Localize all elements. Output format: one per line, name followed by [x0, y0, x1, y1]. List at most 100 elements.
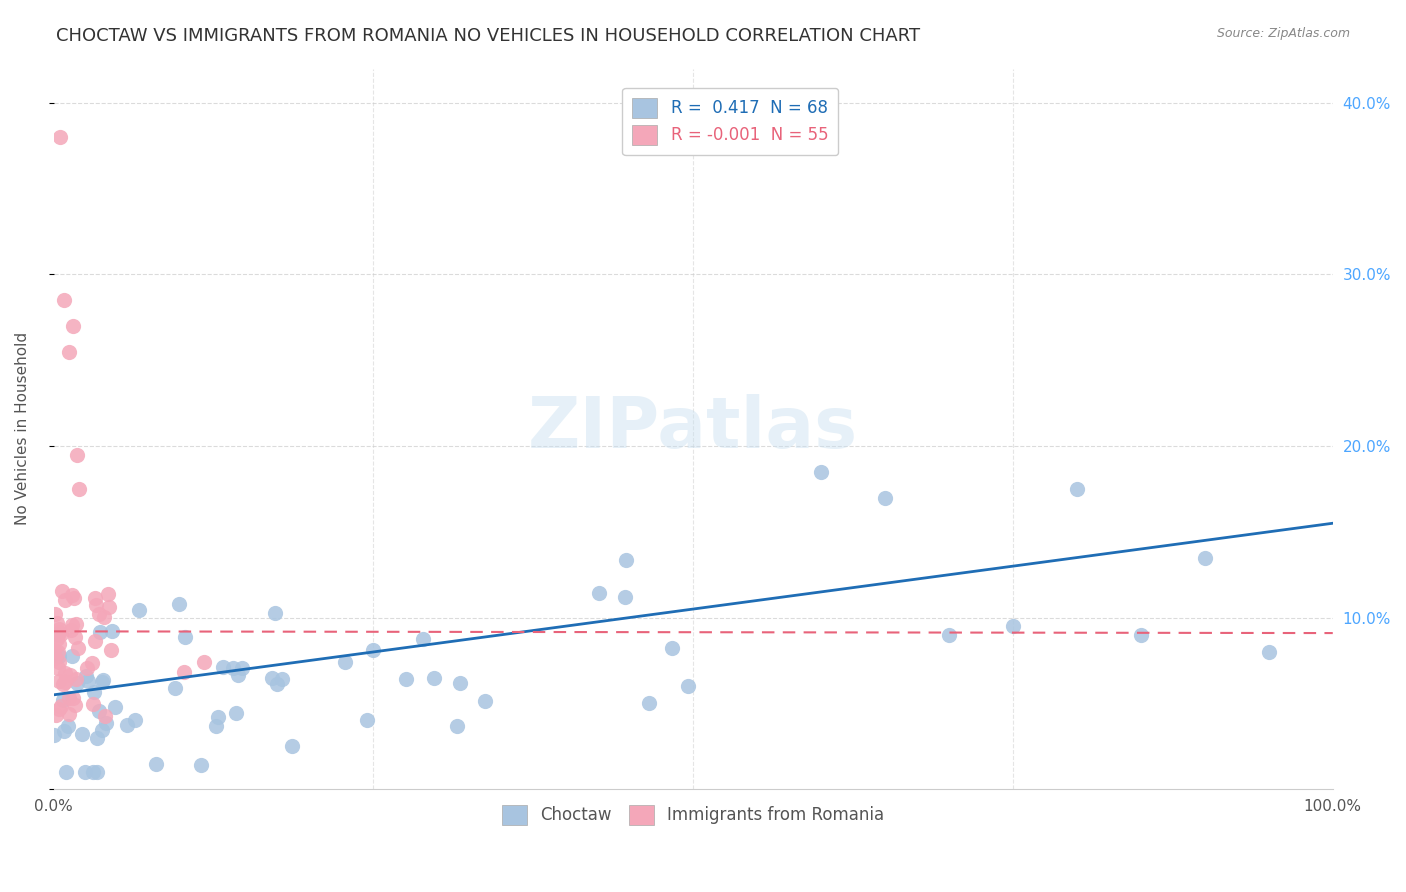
- Point: [356, 713, 378, 727]
- Point: [395, 673, 418, 687]
- Point: [84, 599, 107, 613]
- Point: [84, 591, 107, 606]
- Point: [86, 765, 108, 780]
- Point: [165, 681, 187, 695]
- Point: [93, 610, 115, 624]
- Point: [207, 710, 229, 724]
- Point: [53, 593, 76, 607]
- Text: CHOCTAW VS IMMIGRANTS FROM ROMANIA NO VEHICLES IN HOUSEHOLD CORRELATION CHART: CHOCTAW VS IMMIGRANTS FROM ROMANIA NO VE…: [56, 27, 921, 45]
- Point: [361, 642, 384, 657]
- Point: [613, 590, 636, 604]
- Point: [446, 719, 468, 733]
- Point: [53, 666, 76, 681]
- Point: [49, 627, 72, 641]
- Point: [678, 679, 700, 693]
- Point: [91, 673, 114, 687]
- Point: [281, 739, 304, 754]
- Point: [52, 293, 75, 308]
- Point: [46, 628, 69, 642]
- Point: [89, 625, 111, 640]
- Point: [62, 318, 84, 333]
- Point: [262, 672, 284, 686]
- Point: [100, 643, 122, 657]
- Point: [90, 674, 112, 689]
- Point: [49, 130, 72, 145]
- Point: [222, 661, 245, 675]
- Point: [1066, 482, 1088, 496]
- Point: [44, 650, 66, 665]
- Point: [873, 491, 896, 505]
- Point: [103, 700, 125, 714]
- Point: [82, 656, 104, 670]
- Point: [48, 655, 70, 669]
- Point: [1129, 628, 1152, 642]
- Point: [58, 706, 80, 721]
- Point: [474, 694, 496, 708]
- Point: [89, 607, 111, 622]
- Y-axis label: No Vehicles in Household: No Vehicles in Household: [15, 333, 30, 525]
- Point: [66, 448, 89, 462]
- Point: [44, 607, 66, 621]
- Point: [1194, 550, 1216, 565]
- Point: [58, 690, 80, 705]
- Legend: Choctaw, Immigrants from Romania: Choctaw, Immigrants from Romania: [492, 795, 894, 835]
- Point: [53, 724, 76, 739]
- Point: [60, 648, 83, 663]
- Point: [48, 702, 70, 716]
- Point: [84, 633, 107, 648]
- Point: [588, 586, 610, 600]
- Point: [225, 706, 247, 720]
- Point: [174, 631, 197, 645]
- Text: ZIPatlas: ZIPatlas: [529, 394, 858, 463]
- Point: [661, 641, 683, 656]
- Point: [62, 588, 84, 602]
- Point: [82, 697, 104, 711]
- Point: [53, 674, 76, 689]
- Point: [412, 632, 434, 646]
- Point: [101, 624, 124, 638]
- Point: [66, 676, 89, 690]
- Point: [46, 661, 69, 675]
- Point: [1257, 645, 1279, 659]
- Point: [58, 668, 80, 682]
- Point: [128, 603, 150, 617]
- Point: [42, 643, 65, 657]
- Point: [190, 758, 212, 772]
- Point: [56, 719, 79, 733]
- Point: [67, 641, 90, 656]
- Point: [86, 731, 108, 746]
- Point: [62, 690, 84, 705]
- Point: [266, 676, 288, 690]
- Point: [83, 685, 105, 699]
- Text: Source: ZipAtlas.com: Source: ZipAtlas.com: [1216, 27, 1350, 40]
- Point: [173, 665, 195, 679]
- Point: [124, 713, 146, 727]
- Point: [75, 765, 97, 780]
- Point: [48, 623, 70, 637]
- Point: [449, 676, 471, 690]
- Point: [423, 671, 446, 685]
- Point: [98, 600, 121, 615]
- Point: [616, 553, 638, 567]
- Point: [75, 668, 97, 682]
- Point: [55, 765, 77, 780]
- Point: [51, 583, 73, 598]
- Point: [637, 696, 659, 710]
- Point: [335, 655, 357, 669]
- Point: [63, 591, 86, 606]
- Point: [89, 705, 111, 719]
- Point: [231, 661, 253, 675]
- Point: [65, 617, 87, 632]
- Point: [193, 655, 215, 669]
- Point: [271, 672, 294, 686]
- Point: [91, 723, 114, 738]
- Point: [77, 673, 100, 688]
- Point: [94, 708, 117, 723]
- Point: [82, 765, 104, 780]
- Point: [45, 708, 67, 723]
- Point: [205, 719, 228, 733]
- Point: [51, 698, 73, 713]
- Point: [94, 715, 117, 730]
- Point: [211, 660, 233, 674]
- Point: [63, 630, 86, 644]
